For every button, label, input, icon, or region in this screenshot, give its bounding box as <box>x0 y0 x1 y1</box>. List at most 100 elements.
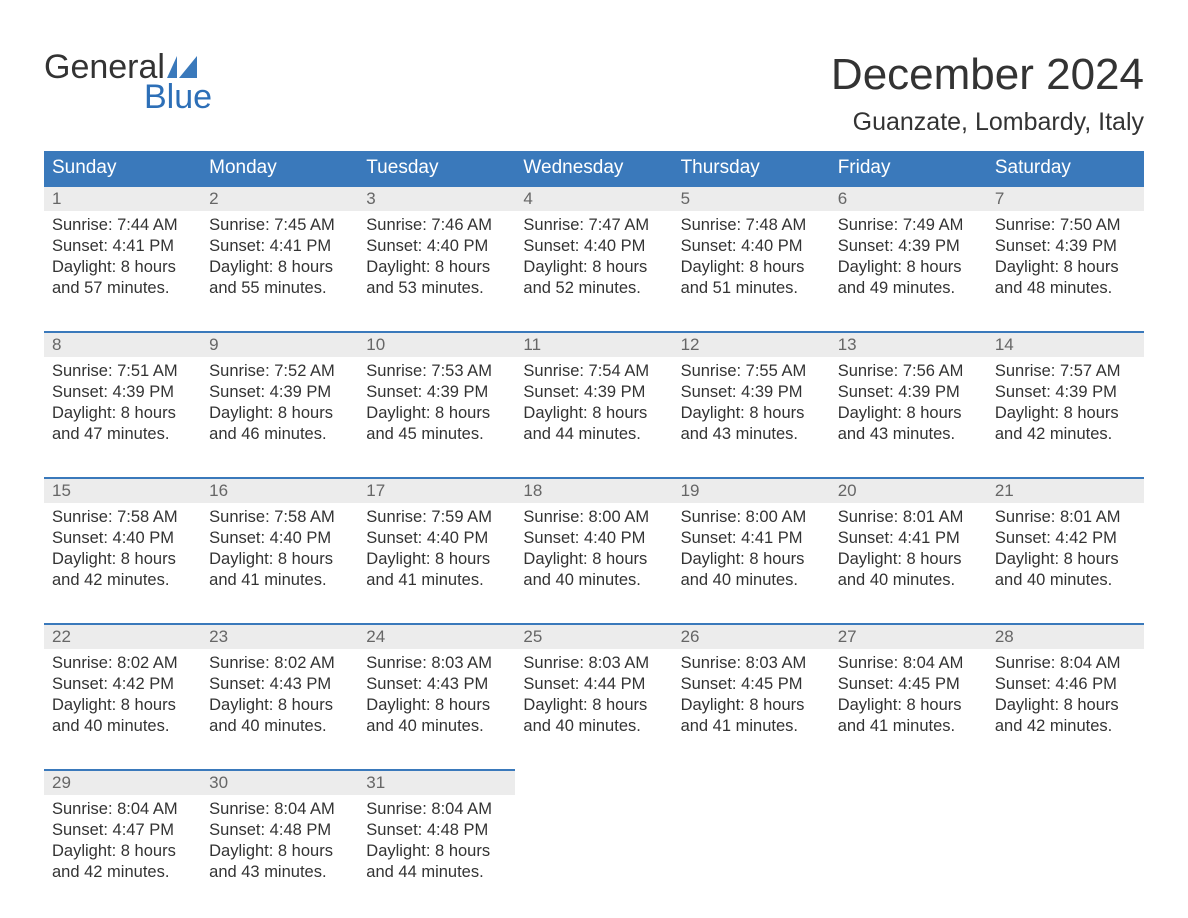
sunrise-line: Sunrise: 7:46 AM <box>366 215 507 236</box>
day-cell: 1Sunrise: 7:44 AMSunset: 4:41 PMDaylight… <box>44 185 201 317</box>
day-cell <box>830 769 987 901</box>
daylight-line-1: Daylight: 8 hours <box>366 841 507 862</box>
day-content: Sunrise: 7:54 AMSunset: 4:39 PMDaylight:… <box>515 357 672 463</box>
day-number: 28 <box>987 623 1144 649</box>
daylight-line-1: Daylight: 8 hours <box>995 695 1136 716</box>
day-content: Sunrise: 7:45 AMSunset: 4:41 PMDaylight:… <box>201 211 358 317</box>
sunset-line: Sunset: 4:40 PM <box>523 236 664 257</box>
daylight-line-2: and 43 minutes. <box>838 424 979 445</box>
day-content: Sunrise: 8:01 AMSunset: 4:42 PMDaylight:… <box>987 503 1144 609</box>
day-content: Sunrise: 7:52 AMSunset: 4:39 PMDaylight:… <box>201 357 358 463</box>
day-cell: 30Sunrise: 8:04 AMSunset: 4:48 PMDayligh… <box>201 769 358 901</box>
sunset-line: Sunset: 4:41 PM <box>838 528 979 549</box>
location-text: Guanzate, Lombardy, Italy <box>831 108 1144 137</box>
daylight-line-2: and 52 minutes. <box>523 278 664 299</box>
sunset-line: Sunset: 4:40 PM <box>681 236 822 257</box>
day-cell: 14Sunrise: 7:57 AMSunset: 4:39 PMDayligh… <box>987 331 1144 463</box>
day-number: 5 <box>673 185 830 211</box>
day-number: 31 <box>358 769 515 795</box>
sunset-line: Sunset: 4:41 PM <box>681 528 822 549</box>
week-gap <box>44 609 1144 623</box>
week-row: 29Sunrise: 8:04 AMSunset: 4:47 PMDayligh… <box>44 769 1144 901</box>
daylight-line-1: Daylight: 8 hours <box>209 695 350 716</box>
day-cell: 5Sunrise: 7:48 AMSunset: 4:40 PMDaylight… <box>673 185 830 317</box>
day-cell: 17Sunrise: 7:59 AMSunset: 4:40 PMDayligh… <box>358 477 515 609</box>
day-cell: 22Sunrise: 8:02 AMSunset: 4:42 PMDayligh… <box>44 623 201 755</box>
sunrise-line: Sunrise: 7:48 AM <box>681 215 822 236</box>
daylight-line-2: and 40 minutes. <box>52 716 193 737</box>
daylight-line-1: Daylight: 8 hours <box>838 257 979 278</box>
day-number: 11 <box>515 331 672 357</box>
daylight-line-2: and 41 minutes. <box>681 716 822 737</box>
week-row: 22Sunrise: 8:02 AMSunset: 4:42 PMDayligh… <box>44 623 1144 755</box>
week-row: 8Sunrise: 7:51 AMSunset: 4:39 PMDaylight… <box>44 331 1144 463</box>
day-number: 26 <box>673 623 830 649</box>
sunrise-line: Sunrise: 8:01 AM <box>995 507 1136 528</box>
day-number: 22 <box>44 623 201 649</box>
day-content: Sunrise: 8:02 AMSunset: 4:43 PMDaylight:… <box>201 649 358 755</box>
sunset-line: Sunset: 4:40 PM <box>209 528 350 549</box>
day-content: Sunrise: 8:00 AMSunset: 4:41 PMDaylight:… <box>673 503 830 609</box>
sunrise-line: Sunrise: 7:44 AM <box>52 215 193 236</box>
day-content: Sunrise: 7:49 AMSunset: 4:39 PMDaylight:… <box>830 211 987 317</box>
daylight-line-1: Daylight: 8 hours <box>366 257 507 278</box>
sunset-line: Sunset: 4:44 PM <box>523 674 664 695</box>
day-number: 3 <box>358 185 515 211</box>
day-content: Sunrise: 7:58 AMSunset: 4:40 PMDaylight:… <box>201 503 358 609</box>
daylight-line-2: and 42 minutes. <box>995 716 1136 737</box>
day-number: 25 <box>515 623 672 649</box>
daylight-line-2: and 46 minutes. <box>209 424 350 445</box>
day-header-cell: Sunday <box>44 151 201 185</box>
daylight-line-1: Daylight: 8 hours <box>838 695 979 716</box>
day-content: Sunrise: 7:53 AMSunset: 4:39 PMDaylight:… <box>358 357 515 463</box>
day-cell: 21Sunrise: 8:01 AMSunset: 4:42 PMDayligh… <box>987 477 1144 609</box>
day-cell: 11Sunrise: 7:54 AMSunset: 4:39 PMDayligh… <box>515 331 672 463</box>
day-content: Sunrise: 7:48 AMSunset: 4:40 PMDaylight:… <box>673 211 830 317</box>
daylight-line-1: Daylight: 8 hours <box>681 549 822 570</box>
sunrise-line: Sunrise: 7:58 AM <box>52 507 193 528</box>
daylight-line-2: and 55 minutes. <box>209 278 350 299</box>
daylight-line-1: Daylight: 8 hours <box>52 695 193 716</box>
day-cell <box>987 769 1144 901</box>
day-number: 6 <box>830 185 987 211</box>
sunset-line: Sunset: 4:47 PM <box>52 820 193 841</box>
sunrise-line: Sunrise: 8:03 AM <box>366 653 507 674</box>
daylight-line-2: and 40 minutes. <box>523 716 664 737</box>
week-row: 15Sunrise: 7:58 AMSunset: 4:40 PMDayligh… <box>44 477 1144 609</box>
sunrise-line: Sunrise: 8:02 AM <box>52 653 193 674</box>
day-cell: 3Sunrise: 7:46 AMSunset: 4:40 PMDaylight… <box>358 185 515 317</box>
daylight-line-2: and 40 minutes. <box>838 570 979 591</box>
sunset-line: Sunset: 4:42 PM <box>995 528 1136 549</box>
day-cell: 18Sunrise: 8:00 AMSunset: 4:40 PMDayligh… <box>515 477 672 609</box>
day-header-cell: Tuesday <box>358 151 515 185</box>
day-content: Sunrise: 8:03 AMSunset: 4:44 PMDaylight:… <box>515 649 672 755</box>
day-cell <box>673 769 830 901</box>
sunset-line: Sunset: 4:45 PM <box>838 674 979 695</box>
daylight-line-1: Daylight: 8 hours <box>52 257 193 278</box>
sunrise-line: Sunrise: 8:04 AM <box>52 799 193 820</box>
page-header: General Blue December 2024 Guanzate, Lom… <box>44 50 1144 137</box>
sunrise-line: Sunrise: 7:49 AM <box>838 215 979 236</box>
day-cell: 27Sunrise: 8:04 AMSunset: 4:45 PMDayligh… <box>830 623 987 755</box>
daylight-line-2: and 49 minutes. <box>838 278 979 299</box>
day-cell: 20Sunrise: 8:01 AMSunset: 4:41 PMDayligh… <box>830 477 987 609</box>
day-cell: 15Sunrise: 7:58 AMSunset: 4:40 PMDayligh… <box>44 477 201 609</box>
daylight-line-1: Daylight: 8 hours <box>523 695 664 716</box>
sunrise-line: Sunrise: 7:51 AM <box>52 361 193 382</box>
sunset-line: Sunset: 4:40 PM <box>523 528 664 549</box>
daylight-line-2: and 40 minutes. <box>681 570 822 591</box>
day-content: Sunrise: 8:03 AMSunset: 4:43 PMDaylight:… <box>358 649 515 755</box>
day-content: Sunrise: 7:57 AMSunset: 4:39 PMDaylight:… <box>987 357 1144 463</box>
day-content: Sunrise: 8:04 AMSunset: 4:48 PMDaylight:… <box>358 795 515 901</box>
daylight-line-1: Daylight: 8 hours <box>366 549 507 570</box>
day-content: Sunrise: 7:51 AMSunset: 4:39 PMDaylight:… <box>44 357 201 463</box>
daylight-line-1: Daylight: 8 hours <box>523 549 664 570</box>
daylight-line-2: and 42 minutes. <box>52 570 193 591</box>
day-number: 24 <box>358 623 515 649</box>
daylight-line-1: Daylight: 8 hours <box>366 403 507 424</box>
day-header-cell: Wednesday <box>515 151 672 185</box>
day-content: Sunrise: 8:04 AMSunset: 4:45 PMDaylight:… <box>830 649 987 755</box>
sunset-line: Sunset: 4:39 PM <box>838 236 979 257</box>
title-block: December 2024 Guanzate, Lombardy, Italy <box>831 50 1144 137</box>
day-cell: 29Sunrise: 8:04 AMSunset: 4:47 PMDayligh… <box>44 769 201 901</box>
